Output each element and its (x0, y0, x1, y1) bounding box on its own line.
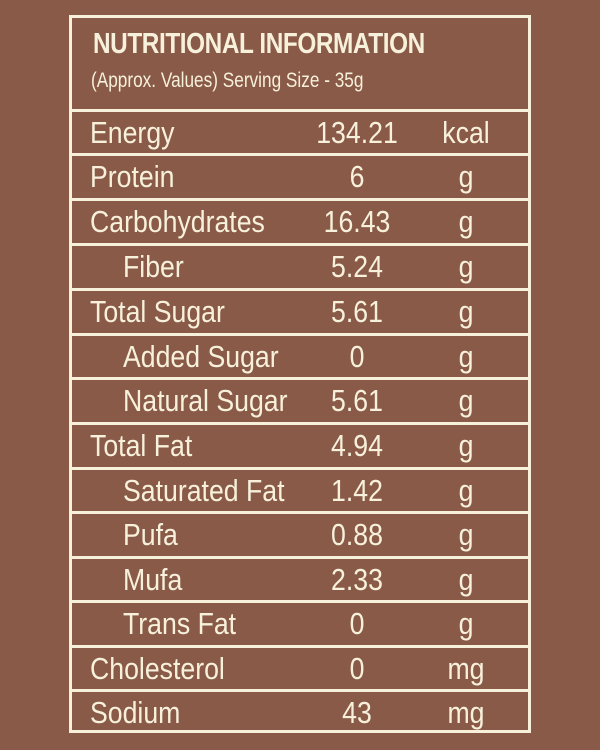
nutrient-value: 0 (349, 338, 365, 374)
nutrient-value: 0 (349, 605, 365, 641)
nutrient-value: 43 (342, 694, 372, 730)
nutrient-value: 16.43 (323, 203, 391, 239)
nutrient-unit: g (458, 293, 474, 329)
nutrient-row: Energy 134.21 kcal (72, 109, 528, 153)
nutrient-value: 1.42 (331, 472, 383, 508)
nutrient-unit: kcal (442, 114, 490, 150)
nutrient-name: Added Sugar (123, 338, 279, 374)
nutrient-value: 5.24 (331, 248, 383, 284)
nutrient-unit: g (458, 561, 474, 597)
nutrient-unit: g (458, 382, 474, 418)
nutrient-row: Total Fat 4.94 g (72, 422, 528, 467)
nutrient-name: Cholesterol (90, 650, 225, 686)
nutrient-row: Pufa 0.88 g (72, 511, 528, 556)
nutrient-row: Total Sugar 5.61 g (72, 288, 528, 333)
nutrient-name: Natural Sugar (123, 382, 288, 418)
nutrient-name: Mufa (123, 561, 183, 597)
nutrient-name: Energy (90, 114, 175, 150)
nutrient-row: Mufa 2.33 g (72, 556, 528, 600)
nutrient-value: 4.94 (331, 427, 383, 463)
nutrient-row: Fiber 5.24 g (72, 243, 528, 288)
nutrient-name: Saturated Fat (123, 472, 285, 508)
nutrition-title: NUTRITIONAL INFORMATION (93, 28, 425, 60)
nutrient-name: Pufa (123, 516, 178, 552)
nutrient-unit: g (458, 338, 474, 374)
nutrient-row: Protein 6 g (72, 153, 528, 198)
nutrient-name: Fiber (123, 248, 184, 284)
nutrient-name: Total Sugar (90, 293, 225, 329)
nutrient-unit: mg (447, 694, 485, 730)
nutrition-panel: NUTRITIONAL INFORMATION (Approx. Values)… (69, 15, 531, 733)
nutrient-name: Sodium (90, 694, 181, 730)
nutrient-unit: g (458, 248, 474, 284)
nutrient-row: Cholesterol 0 mg (72, 645, 528, 689)
nutrient-unit: g (458, 516, 474, 552)
nutrient-row: Trans Fat 0 g (72, 600, 528, 645)
nutrient-value: 0.88 (331, 516, 383, 552)
nutrient-name: Trans Fat (123, 605, 237, 641)
nutrient-unit: g (458, 605, 474, 641)
nutrition-header: NUTRITIONAL INFORMATION (Approx. Values)… (72, 18, 528, 109)
nutrient-unit: g (458, 427, 474, 463)
nutrient-row: Sodium 43 mg (72, 689, 528, 733)
nutrient-row: Saturated Fat 1.42 g (72, 467, 528, 511)
nutrient-unit: g (458, 472, 474, 508)
nutrient-value: 2.33 (331, 561, 383, 597)
nutrient-name: Carbohydrates (90, 203, 265, 239)
nutrient-name: Total Fat (90, 427, 193, 463)
nutrient-value: 0 (349, 650, 365, 686)
nutrient-value: 5.61 (331, 293, 383, 329)
nutrient-unit: mg (447, 650, 485, 686)
serving-size-subtitle: (Approx. Values) Serving Size - 35g (91, 69, 364, 92)
nutrient-row: Carbohydrates 16.43 g (72, 198, 528, 243)
nutrition-table: Energy 134.21 kcal Protein 6 g Carbohydrates 16… (72, 109, 528, 733)
nutrient-value: 134.21 (316, 114, 398, 150)
nutrient-name: Protein (90, 158, 175, 194)
nutrient-unit: g (458, 203, 474, 239)
nutrient-value: 6 (349, 158, 365, 194)
nutrient-unit: g (458, 158, 474, 194)
nutrient-row: Natural Sugar 5.61 g (72, 377, 528, 422)
nutrient-value: 5.61 (331, 382, 383, 418)
nutrient-row: Added Sugar 0 g (72, 333, 528, 377)
